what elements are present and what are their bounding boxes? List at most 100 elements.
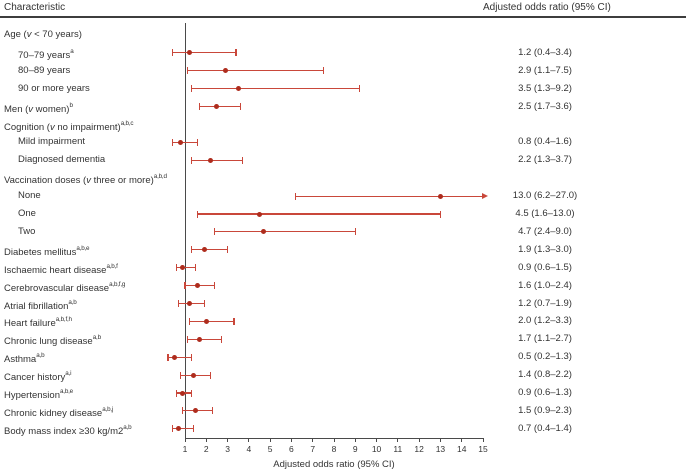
x-axis-tick-label: 2 [203,444,209,454]
point-estimate-dot [178,139,184,145]
x-axis-tick [312,438,314,442]
x-axis-tick [439,438,441,442]
row-label: Diabetes mellitusa,b,e [4,244,90,258]
ci-cap-high [322,67,324,75]
ci-line [167,356,192,358]
ci-cap-low [186,335,188,343]
footnote-marker: a,i [65,370,72,378]
ci-cap-low [197,210,199,218]
ci-cap-high [354,228,356,236]
ci-line [191,88,360,90]
x-axis-tick [269,438,271,442]
ci-value: 1.7 (1.1–2.7) [518,333,572,345]
ci-line [172,141,198,143]
ci-line [176,267,196,269]
ci-cap-low [295,192,297,200]
ci-cap-high [226,246,229,254]
point-estimate-dot [203,318,209,324]
x-axis-tick [461,438,463,442]
footnote-marker: a,b,j [102,405,114,413]
x-axis-tick [184,438,186,442]
ci-value: 2.2 (1.3–3.7) [518,154,572,166]
row-label: Cognition (v no impairment)a,b,c [4,119,134,133]
ci-line [295,195,483,197]
x-axis-tick-label: 7 [310,444,316,454]
column-header-characteristic: Characteristic [4,2,66,13]
ci-cap-low [199,103,201,111]
point-estimate-dot [208,157,214,163]
footnote-marker: a,b,e [59,388,73,395]
footnote-marker: b [69,101,73,109]
x-axis-tick-label: 5 [267,444,273,454]
ci-line [187,70,324,72]
ci-line [172,428,194,430]
x-axis-tick-label: 8 [331,444,337,454]
footnote-marker: a,b,f [106,262,118,270]
row-label: Vaccination doses (v three or more)a,b,d [4,173,167,187]
ci-value: 13.0 (6.2–27.0) [512,190,578,202]
ci-value: 2.9 (1.1–7.5) [518,64,572,76]
footnote-marker: a [70,47,74,55]
footnote-marker: a,b,e [76,244,90,252]
ci-value: 0.7 (0.4–1.4) [518,422,572,434]
point-estimate-dot [437,193,443,199]
ci-cap-low [171,138,173,146]
ci-cap-high [190,353,192,361]
x-axis-tick [333,438,335,442]
row-label: Heart failurea,b,f,h [4,316,72,330]
ci-cap-low [175,264,178,272]
x-axis-tick-label: 9 [352,444,358,454]
ci-value: 1.6 (1.0–2.4) [518,279,572,291]
ci-value: 1.4 (0.8–2.2) [518,369,572,381]
ci-cap-high [220,335,222,343]
ci-value: 1.2 (0.4–3.4) [518,46,572,58]
x-axis-tick-label: 12 [414,444,424,454]
ci-value: 0.9 (0.6–1.3) [518,387,572,398]
x-axis-tick [205,438,207,442]
x-axis-tick [418,438,420,442]
row-label: 70–79 yearsa [18,47,74,62]
row-label: Chronic kidney diseasea,b,j [4,405,114,420]
x-axis-tick [248,438,250,442]
ci-line [191,159,243,161]
reference-line [184,23,186,438]
x-axis-tick [397,438,399,442]
x-axis-tick [227,438,229,442]
ci-cap-high [212,407,214,415]
ci-cap-high [209,371,212,379]
x-axis-tick-label: 13 [435,444,446,454]
point-estimate-dot [180,265,186,271]
ci-cap-high [190,389,192,397]
point-estimate-dot [180,390,186,396]
point-estimate-dot [261,229,267,235]
ci-cap-low [182,407,184,415]
ci-value: 2.0 (1.2–3.3) [518,315,572,327]
ci-cap-low [167,353,169,361]
point-estimate-dot [195,283,201,289]
ci-value: 2.5 (1.7–3.6) [518,100,572,112]
footnote-marker: a,b,f,g [109,280,126,288]
ci-value: 4.7 (2.4–9.0) [518,225,572,237]
row-label: Age (v < 70 years) [4,29,82,40]
footnote-marker: a,b [123,423,132,431]
row-label: Diagnosed dementia [18,154,106,166]
point-estimate-dot [193,408,199,414]
ci-line [199,106,241,108]
row-label: Atrial fibrillationa,b [4,298,77,312]
row-label: 90 or more years [18,82,90,94]
ci-line [197,213,441,215]
ci-line [172,52,237,54]
footnote-marker: a,b [68,298,77,306]
x-axis-tick-label: 14 [456,444,467,454]
column-header-odds-ratio: Adjusted odds ratio (95% CI) [483,2,611,13]
ci-cap-high [192,425,195,433]
point-estimate-dot [197,336,203,342]
ci-value: 1.5 (0.9–2.3) [518,404,572,416]
ci-cap-low [175,389,178,397]
row-label: 80–89 years [18,64,71,76]
ci-value: 1.9 (1.3–3.0) [518,243,572,255]
x-axis-tick [376,438,378,442]
x-axis-title: Adjusted odds ratio (95% CI) [273,459,395,470]
ci-cap-low [180,371,182,379]
